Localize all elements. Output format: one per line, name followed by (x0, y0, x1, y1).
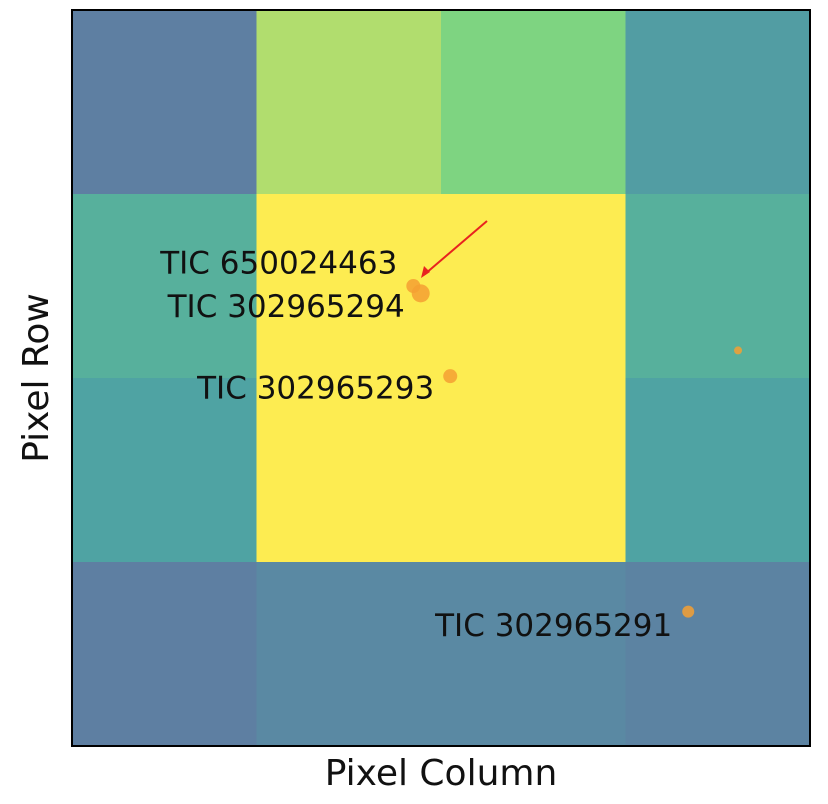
plot-frame (71, 9, 811, 747)
arrow-head (421, 266, 430, 278)
heatmap-cell (256, 378, 442, 563)
heatmap-cell (72, 194, 257, 379)
star (411, 284, 430, 303)
star (682, 605, 695, 618)
heatmap-cell (72, 378, 257, 563)
heatmap-cell (256, 562, 442, 747)
heatmap-cell (625, 194, 811, 379)
star-label: TIC 302965293 (196, 371, 434, 407)
heatmap-cell (72, 10, 257, 195)
heatmap-cell (625, 10, 811, 195)
star-label: TIC 302965291 (434, 608, 672, 644)
heatmap-cell (441, 10, 626, 195)
heatmap-cell (625, 562, 811, 747)
star (443, 369, 458, 384)
y-axis-label: Pixel Row (16, 293, 57, 463)
heatmap-cell (441, 194, 626, 379)
arrow (424, 220, 488, 275)
star (734, 346, 743, 355)
star-layer (406, 279, 743, 618)
x-axis-label: Pixel Column (325, 753, 558, 794)
star-label: TIC 302965294 (167, 289, 405, 325)
heatmap-cell (441, 378, 626, 563)
heatmap-cell (441, 562, 626, 747)
heatmap-cell (72, 562, 257, 747)
star-label: TIC 650024463 (159, 246, 397, 282)
heatmap-cell (625, 378, 811, 563)
heatmap-cell (256, 10, 442, 195)
heatmap (72, 10, 811, 747)
